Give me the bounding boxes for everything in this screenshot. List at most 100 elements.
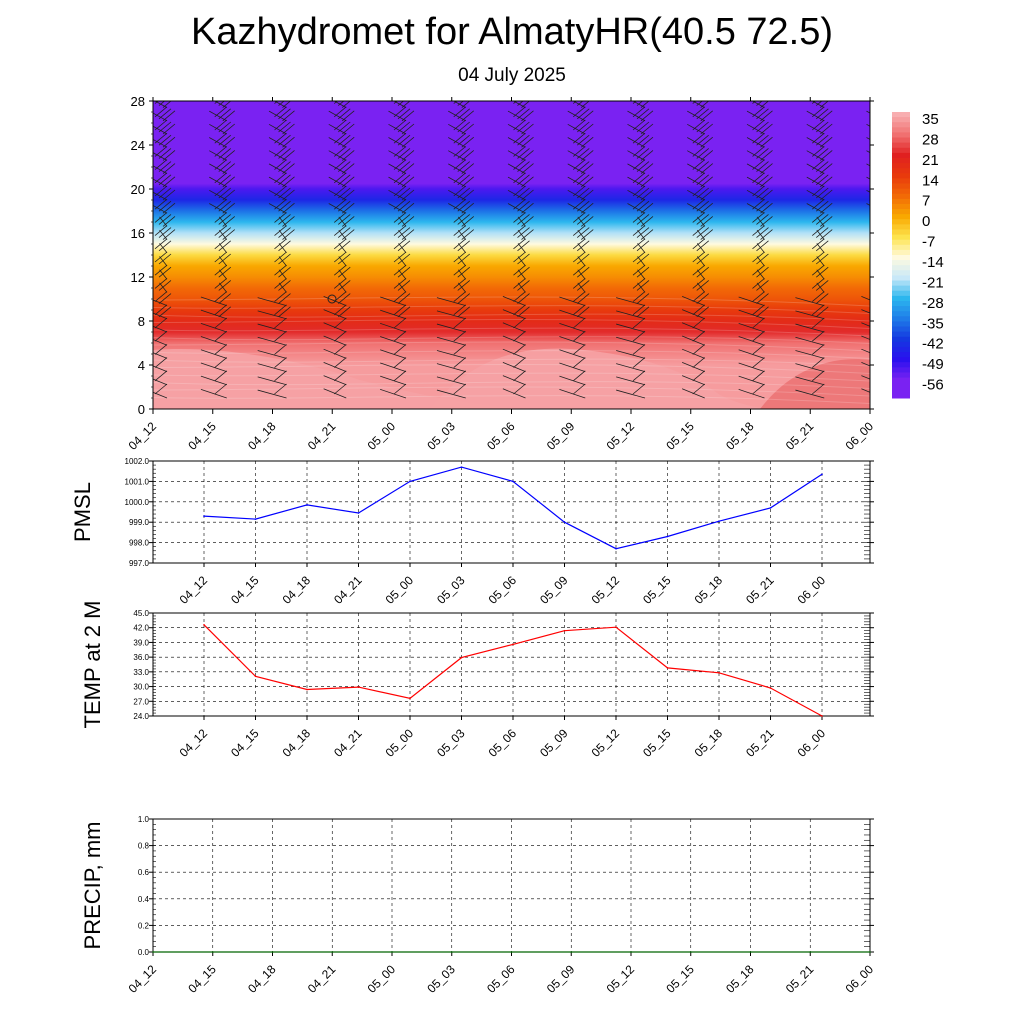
wind-barb-feather xyxy=(222,163,236,174)
wind-barb-feather xyxy=(214,264,228,276)
data-point xyxy=(563,521,566,523)
wind-barb-staff xyxy=(380,322,407,333)
wind-barb-feather xyxy=(811,101,816,104)
wind-barb-feather xyxy=(461,176,475,188)
wind-barb-staff xyxy=(448,137,466,148)
wind-barb-feather xyxy=(393,344,407,355)
wind-barb-feather xyxy=(572,159,586,170)
wind-barb-feather xyxy=(274,101,279,104)
wind-barb-feather xyxy=(453,101,458,104)
wind-barb-feather xyxy=(880,177,892,187)
wind-barb-feather xyxy=(876,294,888,304)
wind-barb-feather xyxy=(692,146,706,157)
wind-barb-feather xyxy=(158,266,172,278)
wind-barb-feather xyxy=(692,278,706,289)
wind-barb-feather xyxy=(274,238,287,250)
colorbar-label: -21 xyxy=(922,274,944,291)
wind-barb-feather xyxy=(513,264,526,276)
wind-barb-feather xyxy=(576,134,590,146)
wind-barb-staff xyxy=(577,256,586,267)
wind-barb-staff xyxy=(393,101,407,108)
x-tick-label: 05_21 xyxy=(743,573,777,607)
wind-barb-staff xyxy=(436,389,466,399)
colorbar-swatch xyxy=(892,183,910,190)
wind-barb-feather xyxy=(461,216,475,227)
wind-barb-feather xyxy=(333,278,347,289)
wind-barb-feather xyxy=(154,119,168,131)
wind-barb-feather xyxy=(278,200,291,212)
data-point xyxy=(409,697,411,700)
y-tick-label: 1.0 xyxy=(138,815,150,824)
wind-barb-feather xyxy=(274,225,287,236)
wind-barb-feather xyxy=(815,101,823,106)
x-tick-label: 05_18 xyxy=(692,573,726,607)
wind-barb-staff xyxy=(567,203,586,214)
wind-barb-feather xyxy=(341,123,355,135)
wind-barb-feather xyxy=(278,101,285,106)
wind-barb-staff xyxy=(627,189,646,201)
wind-barb-feather xyxy=(572,264,586,276)
wind-barb-feather xyxy=(880,203,892,213)
y-tick-label: 0.6 xyxy=(138,868,150,877)
wind-barb-feather xyxy=(760,189,773,201)
wind-barb-feather xyxy=(393,132,407,144)
wind-barb-feather xyxy=(222,216,236,227)
wind-barb-feather xyxy=(815,280,829,291)
wind-barb-staff xyxy=(436,297,466,306)
wind-barb-feather xyxy=(815,174,829,186)
wind-barb-feather xyxy=(819,216,833,227)
wind-barb-feather xyxy=(756,101,763,106)
wind-barb-feather xyxy=(636,293,650,304)
surface-warm-contours xyxy=(153,296,870,409)
wind-barb-staff xyxy=(696,256,706,267)
wind-barb-staff xyxy=(559,388,586,399)
colorbar-swatch xyxy=(892,392,910,399)
wind-barb-feather xyxy=(815,200,829,212)
wind-barb-feather xyxy=(876,96,888,106)
wind-barb-staff xyxy=(507,203,526,214)
wind-barb-feather xyxy=(282,150,295,161)
wind-barb-feather xyxy=(158,161,172,172)
wind-barb-feather xyxy=(222,189,236,201)
colorbar-swatch xyxy=(892,112,910,118)
wind-barb-feather xyxy=(632,370,646,382)
wind-barb-feather xyxy=(401,101,411,108)
data-point xyxy=(512,480,514,483)
wind-barb-feather xyxy=(393,212,407,223)
wind-barb-feather xyxy=(214,132,228,144)
wind-barb-feather xyxy=(218,306,232,318)
wind-barb-feather xyxy=(576,227,590,238)
y-tick-label: 24 xyxy=(131,138,145,153)
wind-barb-staff xyxy=(159,256,168,267)
x-tick-label: 05_18 xyxy=(723,419,757,453)
wind-barb-feather xyxy=(214,198,228,210)
wind-barb-staff xyxy=(738,309,765,320)
wind-barb-feather xyxy=(218,161,232,172)
x-tick-label: 05_00 xyxy=(383,726,417,760)
data-point xyxy=(630,951,632,953)
wind-barb-feather xyxy=(393,119,407,131)
wind-barb-staff xyxy=(388,110,407,122)
wind-barb-feather xyxy=(700,202,714,214)
wind-barb-feather xyxy=(692,172,706,184)
wind-barb-feather xyxy=(811,106,825,118)
wind-barb-feather xyxy=(815,253,829,265)
wind-barb-feather xyxy=(158,227,172,238)
pmsl-panel: 997.0 998.0 999.0 1000.0 1001.0 1002.0 04_12 04… xyxy=(70,457,874,607)
data-point xyxy=(689,951,692,953)
wind-barb-feather xyxy=(811,159,825,170)
wind-barb-feather xyxy=(640,123,654,135)
wind-barb-feather xyxy=(696,148,710,159)
wind-barb-feather xyxy=(397,266,411,278)
wind-barb-feather xyxy=(154,101,159,104)
data-point xyxy=(409,480,411,483)
wind-barb-staff xyxy=(278,269,287,280)
wind-barb-feather xyxy=(457,134,471,146)
wind-barb-staff xyxy=(756,269,765,280)
wind-barb-feather xyxy=(393,304,407,316)
wind-barb-feather xyxy=(752,212,765,223)
wind-barb-feather xyxy=(337,227,351,238)
wind-barb-feather xyxy=(218,227,232,238)
wind-barb-feather xyxy=(640,150,654,161)
wind-barb-feather xyxy=(274,264,287,276)
